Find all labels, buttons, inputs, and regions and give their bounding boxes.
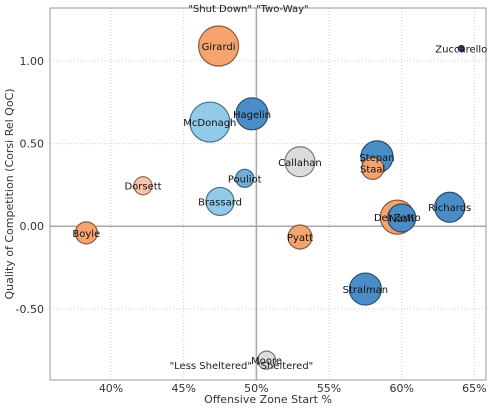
label-staal: Staal [360, 164, 385, 175]
quadrant-label-bottom-right: "Sheltered" [256, 361, 313, 372]
quadrant-label-bottom-left: "Less Sheltered" [170, 361, 252, 372]
bubble-callahan [284, 146, 316, 178]
bubble-richards [434, 191, 466, 223]
bubble-zuccarello [457, 44, 465, 53]
label-callahan: Callahan [278, 158, 322, 169]
x-tick-label: 60% [389, 382, 413, 395]
label-hagelin: Hagelin [233, 110, 271, 121]
x-tick-label: 40% [99, 382, 123, 395]
label-pouliot: Pouliot [228, 174, 262, 185]
grid-layer [50, 8, 486, 380]
y-tick-label: 0.00 [20, 220, 45, 233]
bubble-boyle [74, 221, 98, 245]
label-nash: Nash [389, 214, 414, 225]
label-moore: Moore [251, 356, 282, 367]
label-boyle: Boyle [72, 229, 100, 240]
x-tick-label: 65% [462, 382, 486, 395]
bubble-layer [74, 25, 466, 370]
bubble-girardi [197, 25, 240, 67]
bubble-pyatt [287, 224, 313, 250]
bubble-mcdonagh [189, 101, 231, 143]
bubble-stralman [348, 272, 382, 306]
bubble-dorsett [133, 176, 153, 196]
quadrant-label-top-right: "Two-Way" [256, 4, 309, 15]
label-zuccarello: Zuccarello [435, 45, 487, 56]
y-axis-title: Quality of Competition (Corsi Rel QoC) [3, 88, 16, 299]
label-richards: Richards [428, 203, 471, 214]
y-tick-label: -0.50 [16, 303, 44, 316]
bubble-brassard [205, 186, 235, 217]
bubble-nash [387, 203, 417, 233]
label-stepan: Stepan [359, 153, 394, 164]
label-del-zotto: Del Zotto [374, 213, 421, 224]
quadrant-label-top-left: "Shut Down" [188, 4, 252, 15]
x-axis-title: Offensive Zone Start % [204, 393, 332, 406]
y-tick-label: 1.00 [20, 55, 45, 68]
y-tick-label: 0.50 [20, 138, 45, 151]
tick-layer: 40% 45% 50% 55% 60% 65% 1.00 0.50 0.00 -0.50 [16, 55, 487, 395]
label-brassard: Brassard [198, 197, 242, 208]
bubble-hagelin [235, 97, 269, 131]
label-girardi: Girardi [202, 42, 236, 53]
x-tick-label: 55% [317, 382, 341, 395]
plot-frame [49, 7, 487, 381]
label-pyatt: Pyatt [287, 233, 313, 244]
reference-lines [50, 8, 486, 380]
bubble-moore [256, 350, 277, 370]
x-tick-label: 50% [244, 382, 268, 395]
label-mcdonagh: McDonagh [183, 118, 236, 129]
label-stralman: Stralman [343, 285, 389, 296]
bubble-staal [361, 156, 385, 180]
label-dorsett: Dorsett [124, 182, 161, 193]
bubble-pouliot [235, 168, 255, 188]
x-tick-label: 45% [171, 382, 195, 395]
